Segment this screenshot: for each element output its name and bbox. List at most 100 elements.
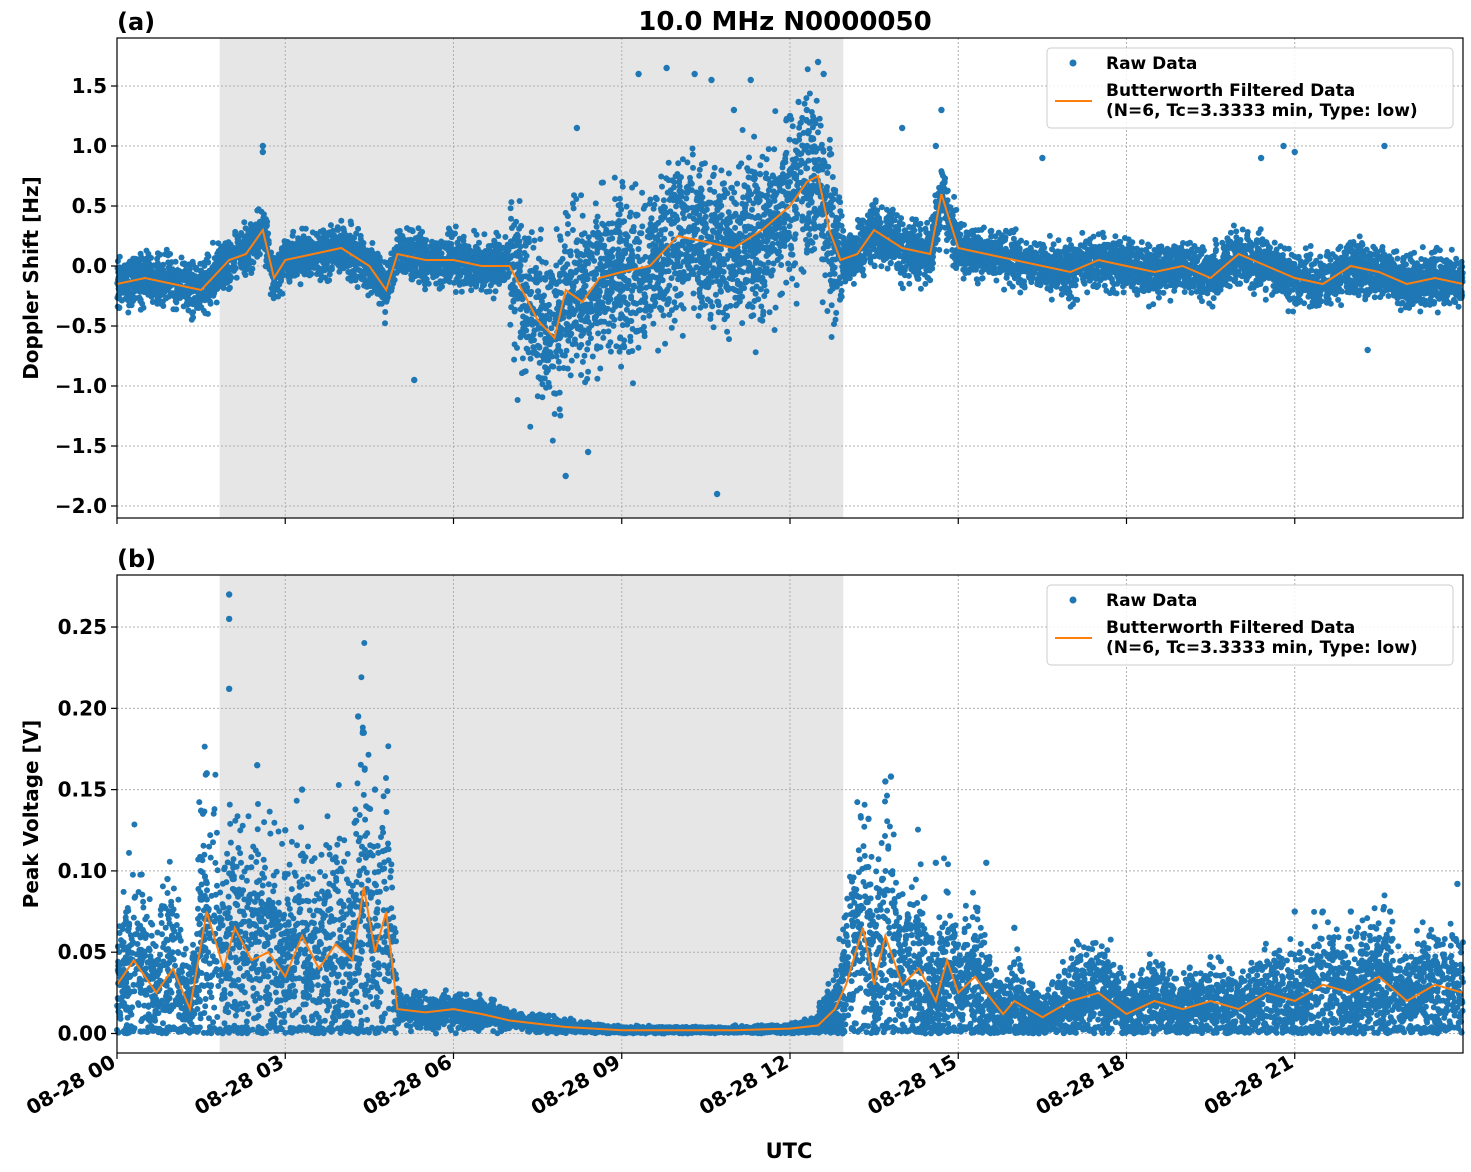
raw-data-point [815, 156, 822, 163]
raw-data-point [828, 334, 835, 340]
raw-data-point [763, 170, 770, 177]
raw-data-point [826, 145, 833, 152]
raw-data-point [654, 266, 661, 273]
raw-data-point [815, 129, 821, 136]
raw-data-point [452, 289, 459, 295]
raw-data-point [567, 372, 574, 379]
raw-data-point [225, 286, 232, 293]
raw-data-point [765, 259, 772, 266]
raw-data-point [637, 307, 643, 313]
raw-data-point [1407, 251, 1414, 258]
raw-data-point [687, 174, 693, 181]
raw-data-point [1251, 291, 1257, 298]
raw-data-point [1066, 236, 1073, 243]
raw-data-point [1210, 295, 1217, 302]
raw-data-point [517, 243, 524, 250]
raw-data-point [569, 227, 576, 233]
raw-data-point [539, 381, 546, 388]
raw-data-point [539, 394, 546, 401]
raw-data-point [725, 209, 732, 216]
raw-data-point [548, 325, 555, 332]
raw-data-point [448, 234, 455, 241]
raw-data-point [724, 328, 731, 335]
raw-data-point [639, 189, 646, 196]
raw-data-point [824, 170, 831, 176]
panel-a-doppler-shift: −2.0−1.5−1.0−0.50.00.51.01.5(a)Doppler S… [19, 8, 1466, 524]
raw-data-point [696, 166, 703, 173]
raw-data-point [514, 397, 521, 403]
raw-data-point [1385, 293, 1392, 299]
raw-data-point [771, 146, 778, 153]
raw-data-point [813, 97, 820, 104]
raw-data-point [571, 192, 577, 199]
raw-data-point [556, 389, 563, 396]
raw-data-point [627, 333, 634, 340]
raw-data-point [510, 298, 517, 305]
raw-data-point [630, 380, 636, 387]
raw-data-point [256, 251, 263, 258]
raw-data-point [658, 173, 665, 180]
raw-data-point [1417, 308, 1424, 315]
raw-data-point [803, 249, 810, 256]
raw-data-point [593, 223, 600, 230]
raw-data-point [760, 308, 767, 315]
raw-data-point [819, 299, 826, 306]
raw-data-point [1371, 294, 1378, 301]
raw-data-point [542, 259, 549, 266]
raw-data-point [826, 151, 833, 158]
raw-data-point [1079, 229, 1086, 236]
raw-data-point [530, 244, 537, 251]
raw-data-point [766, 309, 773, 316]
raw-data-point [771, 327, 778, 333]
raw-data-point [564, 230, 571, 237]
raw-data-point [810, 157, 817, 164]
raw-data-point [213, 299, 220, 306]
raw-data-point [673, 203, 680, 210]
raw-data-point [917, 285, 924, 292]
raw-data-point [1084, 289, 1091, 296]
raw-data-point [607, 348, 614, 355]
raw-data-point [623, 306, 630, 313]
raw-data-point [597, 365, 604, 372]
raw-data-point [938, 168, 945, 175]
raw-data-point [878, 204, 885, 211]
raw-data-point [584, 346, 591, 353]
raw-data-point [382, 309, 389, 315]
raw-data-point [1455, 303, 1462, 310]
raw-data-point [606, 236, 613, 243]
raw-data-point [355, 225, 362, 232]
raw-data-point [1120, 289, 1127, 296]
raw-data-point [369, 240, 376, 246]
raw-data-point [327, 222, 334, 229]
raw-data-point [516, 198, 523, 204]
raw-data-point [581, 352, 588, 359]
raw-data-point [759, 317, 766, 324]
raw-data-point [382, 320, 388, 327]
raw-data-point [812, 148, 819, 155]
raw-data-point [734, 180, 741, 187]
raw-data-point [568, 357, 575, 364]
raw-data-point [592, 200, 599, 207]
raw-data-point [627, 209, 634, 216]
raw-data-point [659, 183, 665, 190]
raw-data-point [1370, 243, 1377, 250]
raw-data-point [655, 347, 662, 354]
raw-data-point [537, 331, 544, 338]
raw-data-point [824, 308, 831, 314]
raw-data-point [758, 303, 765, 310]
raw-data-point [579, 358, 586, 365]
raw-data-point [1044, 285, 1051, 292]
raw-data-point [793, 300, 800, 307]
raw-data-point [653, 196, 660, 203]
raw-data-point [1213, 241, 1220, 248]
raw-data-point [1233, 228, 1240, 235]
raw-data-point [1262, 296, 1269, 303]
chart-title: 10.0 MHz N0000050 [638, 7, 931, 37]
raw-data-point [573, 352, 580, 359]
raw-data-point [627, 338, 634, 344]
raw-data-point [561, 248, 568, 255]
raw-data-point [556, 406, 563, 413]
raw-data-point [759, 233, 766, 240]
raw-data-point [507, 205, 514, 212]
raw-data-point [799, 213, 806, 220]
